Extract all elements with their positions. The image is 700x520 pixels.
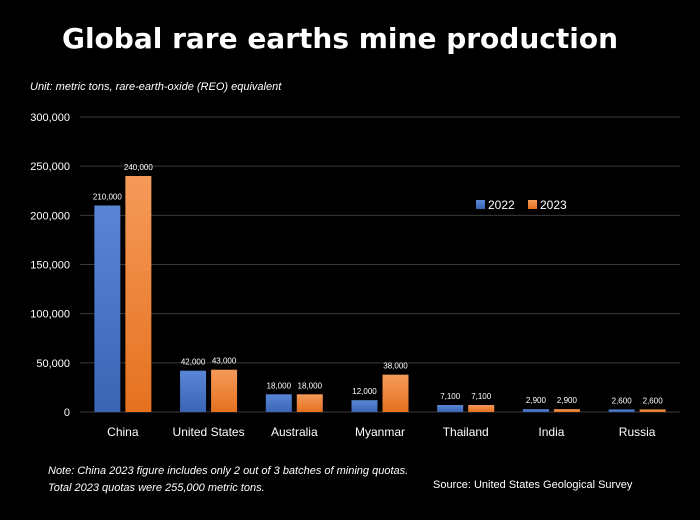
data-label: 2,600 <box>612 396 633 405</box>
bar-2023-australia <box>296 394 323 412</box>
x-tick-label: India <box>538 425 564 439</box>
bar-2022-australia <box>265 394 292 412</box>
bar-chart: 0 50,000 100,000 150,000 200,000 250,000 300,0… <box>30 112 680 439</box>
data-label: 42,000 <box>181 358 206 367</box>
y-tick-label: 150,000 <box>30 260 70 272</box>
y-tick-label: 0 <box>64 407 70 419</box>
y-tick-label: 200,000 <box>30 210 70 222</box>
footnote: Note: China 2023 figure includes only 2 … <box>48 465 409 494</box>
x-axis-ticks: China United States Australia Myanmar Thaila… <box>107 425 656 439</box>
bar-2023-myanmar <box>382 374 409 412</box>
unit-subtitle: Unit: metric tons, rare-earth-oxide (REO… <box>30 81 282 93</box>
chart-title: Global rare earths mine production <box>61 22 619 55</box>
x-tick-label: Thailand <box>443 425 489 439</box>
data-label: 7,100 <box>471 392 492 401</box>
data-label: 18,000 <box>267 381 292 390</box>
y-tick-label: 250,000 <box>30 161 70 173</box>
data-label: 38,000 <box>383 362 408 371</box>
bar-2022-india <box>522 409 549 412</box>
legend-swatch-2022 <box>476 200 485 209</box>
data-label: 18,000 <box>298 381 323 390</box>
legend-swatch-2023 <box>528 200 537 209</box>
bars <box>94 176 666 412</box>
x-tick-label: Australia <box>271 425 318 439</box>
x-tick-label: China <box>107 425 139 439</box>
bar-2023-russia <box>639 409 666 412</box>
bar-2022-united-states <box>180 370 207 412</box>
data-label: 43,000 <box>212 357 237 366</box>
source-credit: Source: United States Geological Survey <box>433 479 633 491</box>
data-label: 210,000 <box>93 193 122 202</box>
data-labels: 210,000 240,000 42,000 43,000 18,000 18,000 12… <box>93 163 663 405</box>
data-label: 2,900 <box>526 396 547 405</box>
legend-label: 2022 <box>488 198 515 212</box>
data-label: 240,000 <box>124 163 153 172</box>
bar-2023-india <box>553 409 580 412</box>
data-label: 2,900 <box>557 396 578 405</box>
x-tick-label: Myanmar <box>355 425 405 439</box>
y-tick-label: 100,000 <box>30 309 70 321</box>
bar-2023-thailand <box>468 405 495 412</box>
bar-2023-china <box>125 176 152 412</box>
bar-2022-myanmar <box>351 400 378 412</box>
x-tick-label: United States <box>173 425 245 439</box>
bar-2022-china <box>94 205 121 412</box>
gridlines <box>80 116 680 413</box>
legend: 2022 2023 <box>476 198 567 212</box>
data-label: 2,600 <box>643 396 664 405</box>
y-axis-ticks: 0 50,000 100,000 150,000 200,000 250,000 300,0… <box>30 112 70 419</box>
bar-2022-russia <box>608 409 635 412</box>
y-tick-label: 50,000 <box>36 358 70 370</box>
bar-2022-thailand <box>437 405 464 412</box>
legend-label: 2023 <box>540 198 567 212</box>
y-tick-label: 300,000 <box>30 112 70 124</box>
data-label: 12,000 <box>352 387 377 396</box>
x-tick-label: Russia <box>619 425 656 439</box>
bar-2023-united-states <box>211 369 238 412</box>
data-label: 7,100 <box>440 392 461 401</box>
